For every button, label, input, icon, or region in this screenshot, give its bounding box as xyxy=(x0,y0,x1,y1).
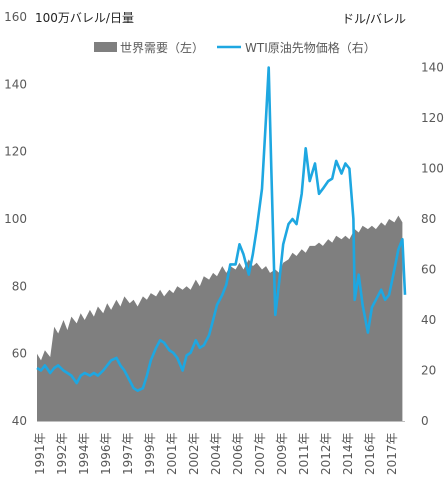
legend: 世界需要（左） WTI原油先物価格（右） xyxy=(94,40,376,55)
x-axis-tick-label: 2002年 xyxy=(187,432,201,475)
axis-layer: 40 60 80 100 120 140 160 0 20 40 60 80 100 120 140 1991… xyxy=(4,10,444,475)
left-axis-tick-label: 160 xyxy=(4,10,27,24)
x-axis-tick-label: 2007年 xyxy=(253,432,267,475)
legend-label-wti: WTI原油先物価格（右） xyxy=(245,40,376,55)
x-axis-tick-label: 2001年 xyxy=(165,432,179,475)
x-axis-tick-label: 2017年 xyxy=(385,432,399,475)
x-axis-tick-label: 2012年 xyxy=(319,432,333,475)
right-axis-tick-label: 60 xyxy=(421,263,436,277)
right-axis-tick-label: 100 xyxy=(421,162,444,176)
legend-swatch-demand xyxy=(94,42,117,52)
x-axis-tick-label: 2016年 xyxy=(363,432,377,475)
left-axis-tick-label: 40 xyxy=(12,414,27,428)
legend-label-demand: 世界需要（左） xyxy=(120,40,204,55)
x-axis-tick-label: 1997年 xyxy=(121,432,135,475)
left-axis-tick-label: 100 xyxy=(4,212,27,226)
right-axis-unit-label: ドル/バレル xyxy=(342,12,407,26)
demand-area-layer xyxy=(37,215,403,421)
wti-line xyxy=(36,66,407,393)
right-axis-tick-label: 40 xyxy=(421,313,436,327)
x-axis-tick-label: 2014年 xyxy=(341,432,355,475)
x-axis-tick-label: 2006年 xyxy=(231,432,245,475)
right-axis-tick-label: 140 xyxy=(421,61,444,75)
x-axis-tick-label: 1996年 xyxy=(99,432,113,475)
x-axis-tick-label: 1999年 xyxy=(143,432,157,475)
right-axis-tick-label: 120 xyxy=(421,111,444,125)
right-axis-tick-label: 20 xyxy=(421,364,436,378)
wti-line-layer xyxy=(36,66,407,393)
left-axis-tick-label: 60 xyxy=(12,347,27,361)
x-axis-tick-label: 1992年 xyxy=(55,432,69,475)
demand-area xyxy=(37,215,403,421)
right-axis-tick-label: 80 xyxy=(421,212,436,226)
left-axis-tick-label: 80 xyxy=(12,279,27,293)
right-axis-tick-label: 0 xyxy=(421,414,429,428)
x-axis-tick-label: 1991年 xyxy=(33,432,47,475)
x-axis-tick-label: 2009年 xyxy=(275,432,289,475)
x-axis-tick-label: 2004年 xyxy=(209,432,223,475)
left-axis-tick-label: 140 xyxy=(4,77,27,91)
left-axis-tick-label: 120 xyxy=(4,145,27,159)
left-axis-unit-label: 100万バレル/日量 xyxy=(35,11,134,25)
x-axis-tick-label: 2011年 xyxy=(297,432,311,475)
x-axis-tick-label: 1994年 xyxy=(77,432,91,475)
